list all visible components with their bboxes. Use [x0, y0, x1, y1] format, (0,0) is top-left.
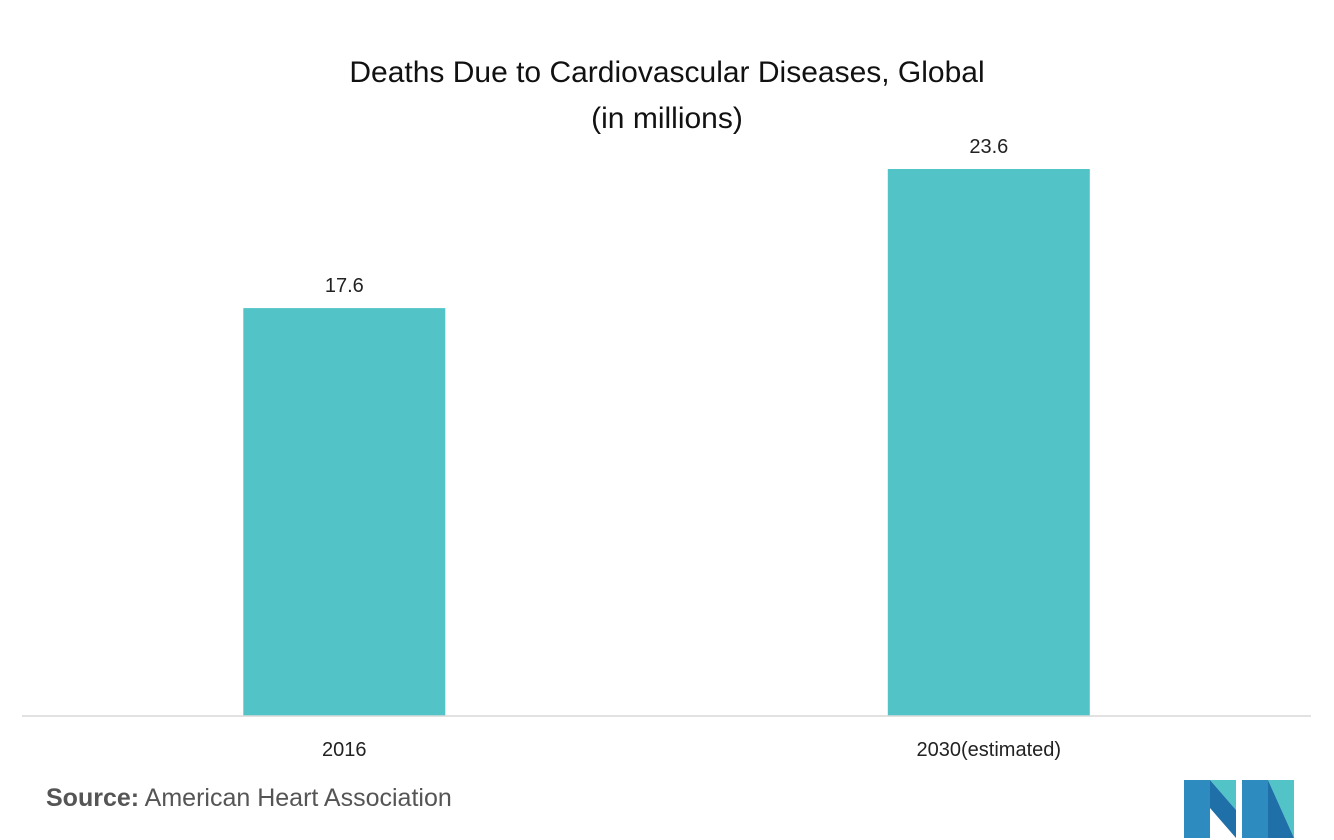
x-tick-label-0: 2016 [322, 739, 367, 761]
source-prefix: Source: [46, 784, 140, 812]
mordor-logo-icon [1184, 780, 1294, 838]
chart-title: Deaths Due to Cardiovascular Diseases, G… [349, 56, 984, 89]
bar-0 [243, 308, 446, 716]
x-tick-label-1: 2030(estimated) [917, 739, 1062, 761]
source-text: American Heart Association [144, 784, 452, 812]
source-note: Source: American Heart Association [46, 784, 452, 813]
data-label-1: 23.6 [969, 136, 1008, 158]
data-label-0: 17.6 [325, 275, 364, 297]
bar-1 [887, 169, 1090, 716]
chart-subtitle: (in millions) [591, 102, 743, 135]
bars-layer: 17.6 2016 23.6 2030(estimated) [243, 136, 1090, 761]
